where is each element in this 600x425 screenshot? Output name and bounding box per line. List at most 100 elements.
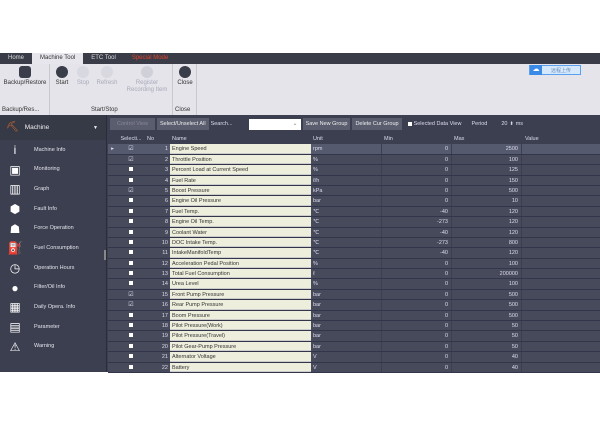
group-select[interactable]: ⌄ bbox=[248, 118, 301, 130]
col-value[interactable]: Value bbox=[521, 134, 600, 145]
tab-special-mode[interactable]: Special Mode bbox=[131, 55, 169, 61]
register-recording-button[interactable]: Register Recording Item bbox=[122, 66, 172, 94]
table-row[interactable]: 17 Boom Pressure bar 0 500 bbox=[108, 310, 600, 322]
checkbox[interactable] bbox=[129, 333, 133, 338]
period-stepper[interactable]: 20 bbox=[501, 121, 508, 127]
close-button[interactable]: Close bbox=[176, 66, 194, 87]
sidebar-item-force-operation[interactable]: ☗ Force Operation bbox=[0, 219, 106, 239]
refresh-button[interactable]: Refresh bbox=[94, 66, 120, 87]
start-button[interactable]: Start bbox=[54, 66, 70, 87]
stop-button[interactable]: Stop bbox=[75, 66, 91, 87]
checkbox[interactable] bbox=[129, 250, 133, 255]
row-max: 125 bbox=[451, 165, 521, 175]
row-unit: ℃ bbox=[313, 239, 320, 246]
table-row[interactable]: 19 Pilot Pressure(Travel) bar 0 50 bbox=[108, 331, 600, 342]
checkbox[interactable] bbox=[129, 229, 133, 234]
checkbox[interactable] bbox=[129, 208, 133, 213]
checkbox[interactable] bbox=[129, 198, 133, 203]
sidebar-item-operation-hours[interactable]: ◷ Operation Hours bbox=[0, 258, 106, 278]
backup-restore-button[interactable]: Backup/Restore bbox=[2, 66, 48, 87]
table-row[interactable]: 13 Total Fuel Consumption ℓ 0 200000 bbox=[108, 269, 600, 280]
table-row[interactable]: 4 Fuel Rate ℓ/h 0 150 bbox=[108, 175, 600, 186]
checkbox[interactable] bbox=[129, 323, 133, 328]
sidebar-item-fault-info[interactable]: ⬢ Fault Info bbox=[0, 199, 106, 219]
row-max: 800 bbox=[451, 237, 521, 248]
checkbox[interactable] bbox=[129, 354, 133, 359]
checkbox[interactable] bbox=[129, 312, 133, 317]
col-unit[interactable]: Unit bbox=[313, 136, 323, 142]
row-max: 40 bbox=[451, 362, 521, 372]
row-unit: ℓ/h bbox=[313, 177, 320, 184]
sidebar-scrollbar[interactable] bbox=[104, 250, 106, 260]
tab-machine-tool[interactable]: Machine Tool bbox=[32, 53, 84, 64]
row-unit: ℃ bbox=[313, 229, 320, 236]
tab-etc-tool[interactable]: ETC Tool bbox=[91, 55, 116, 61]
cloud-icon: ☁ bbox=[530, 65, 542, 75]
checked-icon[interactable]: ☑ bbox=[128, 156, 134, 163]
table-row[interactable]: 8 Engine Oil Temp. ℃ -273 120 bbox=[108, 217, 600, 228]
machine-dropdown[interactable]: ⛏ Machine ▼ bbox=[0, 115, 106, 140]
table-row[interactable]: 9 Coolant Water ℃ -40 120 bbox=[108, 227, 600, 238]
sidebar-item-parameter[interactable]: ▤ Parameter bbox=[0, 317, 106, 337]
checked-icon[interactable]: ☑ bbox=[128, 291, 134, 298]
table-row[interactable]: 14 Urea Level % 0 100 bbox=[108, 279, 600, 290]
sidebar-item-filter-oil-info[interactable]: ● Filter/Oil Info bbox=[0, 278, 106, 298]
row-value bbox=[521, 258, 600, 269]
select-unselect-all-button[interactable]: Select/Unselect All bbox=[157, 118, 209, 130]
table-row[interactable]: 12 Acceleration Pedal Position % 0 100 bbox=[108, 258, 600, 270]
stepper-arrows-icon[interactable]: ⬍ bbox=[509, 121, 514, 127]
table-row[interactable]: 7 Fuel Temp. ℃ -40 120 bbox=[108, 206, 600, 218]
fault-icon: ⬢ bbox=[9, 201, 21, 216]
sidebar-item-fuel-consumption[interactable]: ⛽ Fuel Consumption bbox=[0, 238, 106, 258]
tab-home[interactable]: Home bbox=[8, 55, 25, 61]
checkbox[interactable] bbox=[129, 281, 133, 286]
save-new-group-button[interactable]: Save New Group bbox=[302, 118, 351, 130]
table-row[interactable]: 21 Alternator Voltage V 0 40 bbox=[108, 352, 600, 363]
table-row[interactable]: ☑ 16 Rear Pump Pressure bar 0 500 bbox=[108, 300, 600, 311]
cloud-upload-button[interactable]: ☁ 远程上传 bbox=[529, 65, 581, 75]
table-row[interactable]: ☑ 5 Boost Pressure kPa 0 500 bbox=[108, 185, 600, 197]
col-max[interactable]: Max bbox=[451, 134, 521, 145]
checkbox[interactable] bbox=[129, 271, 133, 276]
col-select[interactable]: Selecti... bbox=[120, 136, 142, 142]
sidebar-item-monitoring[interactable]: ▣ Monitoring bbox=[0, 160, 106, 180]
sidebar-item-graph[interactable]: ▥ Graph bbox=[0, 179, 106, 199]
checkbox[interactable] bbox=[129, 343, 133, 348]
checked-icon[interactable]: ☑ bbox=[128, 187, 134, 194]
search-label[interactable]: Search... bbox=[210, 121, 233, 127]
delete-cur-group-button[interactable]: Delete Cur Group bbox=[352, 118, 402, 130]
checked-icon[interactable]: ☑ bbox=[128, 146, 134, 153]
control-view-button[interactable]: Control View bbox=[110, 118, 155, 130]
row-value bbox=[521, 331, 600, 341]
selected-data-view-checkbox[interactable] bbox=[407, 122, 412, 126]
checkbox[interactable] bbox=[129, 239, 133, 244]
table-row[interactable]: 6 Engine Oil Pressure bar 0 10 bbox=[108, 196, 600, 207]
table-row[interactable]: ▸ ☑ 1 Engine Speed rpm 0 2500 bbox=[108, 144, 600, 155]
table-row[interactable]: 20 Pilot Gear-Pump Pressure bar 0 50 bbox=[108, 341, 600, 353]
col-no[interactable]: No bbox=[147, 136, 155, 142]
col-name[interactable]: Name bbox=[172, 136, 187, 142]
row-unit: bar bbox=[313, 291, 321, 298]
table-row[interactable]: ☑ 15 Front Pump Pressure bar 0 500 bbox=[108, 289, 600, 301]
row-value bbox=[521, 321, 600, 331]
sidebar-item-machine-info[interactable]: i Machine Info bbox=[0, 140, 106, 160]
col-min[interactable]: Min bbox=[381, 134, 451, 145]
checkbox[interactable] bbox=[129, 167, 133, 172]
row-max: 120 bbox=[451, 217, 521, 227]
sidebar-item-warning[interactable]: ⚠ Warning bbox=[0, 337, 106, 357]
checked-icon[interactable]: ☑ bbox=[128, 302, 134, 309]
table-row[interactable]: 22 Battery V 0 40 bbox=[108, 362, 600, 373]
table-row[interactable]: 3 Percent Load at Current Speed % 0 125 bbox=[108, 165, 600, 176]
row-no: 20 bbox=[161, 343, 168, 350]
row-unit: ℃ bbox=[313, 250, 320, 257]
sidebar-item-daily-opera-info[interactable]: ▦ Daily Opera. Info bbox=[0, 298, 106, 318]
checkbox[interactable] bbox=[129, 260, 133, 265]
table-row[interactable]: 10 DOC Intake Temp. ℃ -273 800 bbox=[108, 237, 600, 249]
checkbox[interactable] bbox=[129, 219, 133, 224]
table-row[interactable]: ☑ 2 Throttle Position % 0 100 bbox=[108, 154, 600, 166]
checkbox[interactable] bbox=[129, 177, 133, 182]
checkbox[interactable] bbox=[129, 364, 133, 369]
row-name: Throttle Position bbox=[170, 154, 311, 165]
table-row[interactable]: 11 IntakeManifoldTemp ℃ -40 120 bbox=[108, 248, 600, 259]
table-row[interactable]: 18 Pilot Pressure(Work) bar 0 50 bbox=[108, 321, 600, 332]
